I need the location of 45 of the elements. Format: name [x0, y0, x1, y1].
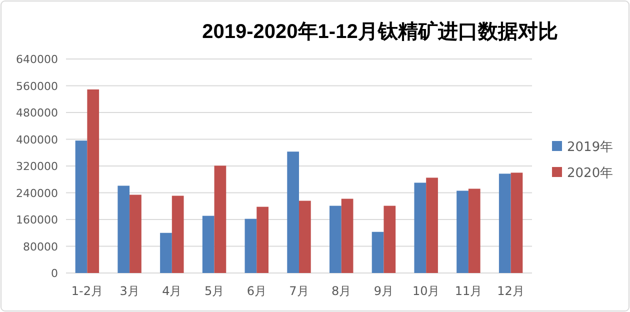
y-tick-label: 160000	[16, 214, 58, 226]
y-tick-label: 400000	[16, 133, 58, 146]
y-tick-label: 640000	[16, 53, 58, 66]
y-tick-label: 560000	[16, 80, 58, 93]
legend-label: 2020年	[567, 166, 614, 181]
bar	[202, 216, 214, 273]
x-tick-label: 4月	[162, 284, 182, 298]
x-tick-label: 3月	[120, 284, 140, 298]
bar	[244, 218, 257, 273]
bar	[414, 182, 426, 273]
y-tick-label: 320000	[16, 160, 58, 173]
chart-title: 2019-2020年1-12月钛精矿进口数据对比	[202, 20, 558, 43]
y-tick-label: 0	[51, 267, 58, 280]
bar	[256, 206, 268, 273]
bar	[130, 194, 142, 273]
y-tick-label: 80000	[23, 240, 58, 254]
x-tick-label: 7月	[289, 284, 309, 298]
x-tick-label: 6月	[246, 284, 266, 298]
x-tick-label: 11月	[454, 284, 482, 298]
bar	[372, 232, 384, 273]
bar	[330, 206, 342, 273]
bar	[498, 174, 511, 273]
x-tick-label: 9月	[374, 284, 394, 298]
x-tick-label: 1-2月	[71, 284, 103, 298]
bar	[341, 198, 354, 273]
y-tick-label: 240000	[16, 186, 58, 200]
y-tick-label: 480000	[16, 106, 58, 120]
bar	[118, 186, 130, 273]
bar	[426, 178, 438, 273]
bar	[75, 140, 88, 273]
bar	[384, 206, 396, 273]
x-tick-label: 8月	[332, 284, 352, 298]
bar	[87, 89, 100, 273]
bar	[172, 196, 184, 273]
x-tick-label: 10月	[412, 284, 440, 298]
bar	[456, 190, 468, 273]
x-tick-label: 12月	[497, 284, 524, 298]
bar	[510, 172, 523, 273]
bar	[160, 232, 172, 273]
bar	[214, 166, 226, 273]
bar	[468, 188, 480, 273]
bar	[299, 200, 311, 273]
bar	[287, 152, 299, 273]
x-tick-label: 5月	[204, 284, 224, 298]
legend-label: 2019年	[567, 140, 614, 155]
